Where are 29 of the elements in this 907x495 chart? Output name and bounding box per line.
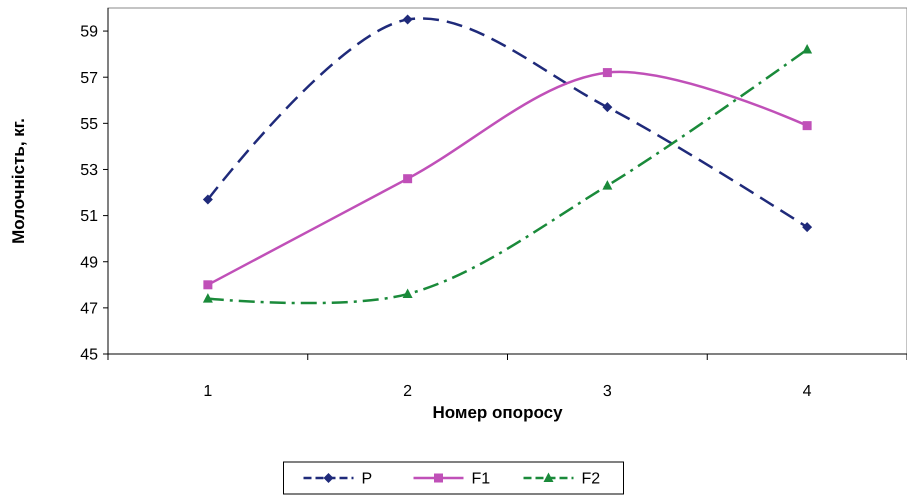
y-tick-label: 57 xyxy=(80,70,98,87)
point xyxy=(602,180,612,190)
point xyxy=(202,293,213,303)
x-axis-title: Номер опоросу xyxy=(432,403,564,422)
y-axis-title: Молочність, кг. xyxy=(9,118,28,244)
point xyxy=(602,68,612,78)
y-tick-label: 53 xyxy=(80,162,98,180)
y-tick-label: 45 xyxy=(80,346,98,364)
y-tick-label: 59 xyxy=(80,24,98,41)
y-tick-label: 49 xyxy=(80,254,98,272)
point xyxy=(802,44,812,54)
point xyxy=(203,280,212,290)
point xyxy=(403,174,412,184)
point xyxy=(402,288,413,298)
point xyxy=(202,194,213,204)
x-tick-label: 2 xyxy=(403,383,412,400)
legend-label: P xyxy=(362,470,372,488)
point xyxy=(402,14,413,25)
y-tick-label: 55 xyxy=(80,116,98,133)
y-tick-label: 51 xyxy=(80,208,98,226)
x-tick-label: 1 xyxy=(203,383,212,400)
y-tick-label: 47 xyxy=(80,300,98,318)
point xyxy=(802,222,812,232)
point xyxy=(602,102,612,112)
legend-label: F2 xyxy=(582,470,600,488)
x-tick-label: 4 xyxy=(802,383,812,400)
legend-label: F1 xyxy=(472,470,490,488)
point xyxy=(802,121,812,130)
x-tick-label: 3 xyxy=(602,383,612,400)
